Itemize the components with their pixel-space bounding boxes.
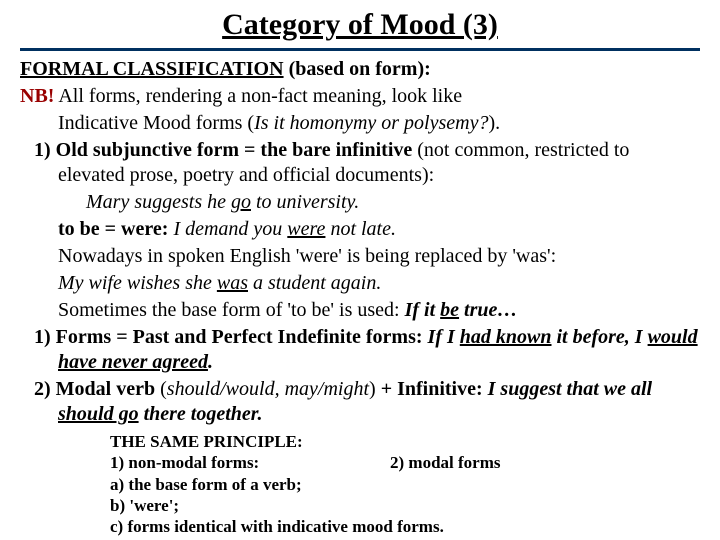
nb-line1: NB! All forms, rendering a non-fact mean… [20, 84, 700, 109]
some-i1: If it [405, 299, 441, 321]
slide-title: Category of Mood (3) [20, 8, 700, 51]
some-u: be [440, 299, 459, 321]
tobe-i2: not late. [325, 218, 396, 240]
nb-text3: ). [488, 112, 500, 134]
p2-i1: If I [428, 326, 460, 348]
ex1-b: to university. [251, 191, 359, 213]
p3-c: should/would, may/might [167, 378, 369, 400]
tobe-line: to be = were: I demand you were not late… [20, 217, 700, 242]
ex1-a: Mary suggests he [86, 191, 231, 213]
p3-i2: there together. [139, 403, 263, 425]
p2-i3: . [208, 351, 213, 373]
nb-text2: Indicative Mood forms ( [58, 112, 254, 134]
tobe-i1: I demand you [173, 218, 287, 240]
slide-body: FORMAL CLASSIFICATION (based on form): N… [20, 57, 700, 537]
p1-num: 1) [34, 139, 56, 161]
ex1-u: go [231, 191, 251, 213]
nb-line2: Indicative Mood forms (Is it homonymy or… [20, 111, 700, 136]
principle-title: THE SAME PRINCIPLE: [110, 431, 700, 452]
point2: 1) Forms = Past and Perfect Indefinite f… [20, 325, 700, 375]
principle-c: c) forms identical with indicative mood … [110, 516, 700, 537]
some-i2: true… [459, 299, 517, 321]
nb-italic: Is it homonymy or polysemy? [254, 112, 488, 134]
point1: 1) Old subjunctive form = the bare infin… [20, 138, 700, 188]
p1-a: Old subjunctive form = the bare infiniti… [56, 139, 413, 161]
p3-b: ( [155, 378, 167, 400]
tobe-a: to be = were: [58, 218, 173, 240]
p2-a: Forms = Past and Perfect Indefinite form… [56, 326, 428, 348]
nb-text1: All forms, rendering a non-fact meaning,… [54, 85, 462, 107]
p3-num: 2) [34, 378, 56, 400]
wife-a: My wife wishes she [58, 272, 217, 294]
sometimes-line: Sometimes the base form of 'to be' is us… [20, 298, 700, 323]
nb-label: NB! [20, 85, 54, 107]
principle-col1: 1) non-modal forms: [110, 452, 390, 473]
principle-a: a) the base form of a verb; [110, 474, 700, 495]
tobe-u: were [287, 218, 325, 240]
wife-line: My wife wishes she was a student again. [20, 271, 700, 296]
p3-u: should go [58, 403, 139, 425]
nowadays-line: Nowadays in spoken English 'were' is bei… [20, 244, 700, 269]
formal-line: FORMAL CLASSIFICATION (based on form): [20, 57, 700, 82]
principle-col2: 2) modal forms [390, 452, 500, 473]
p3-i1: I suggest that we all [483, 378, 652, 400]
wife-u: was [217, 272, 248, 294]
some-a: Sometimes the base form of 'to be' is us… [58, 299, 405, 321]
wife-b: a student again. [248, 272, 381, 294]
p3-d: ) [369, 378, 381, 400]
principle-block: THE SAME PRINCIPLE: 1) non-modal forms: … [20, 431, 700, 537]
p3-e: + Infinitive: [381, 378, 483, 400]
p3-a: Modal verb [56, 378, 155, 400]
p2-u1: had known [460, 326, 552, 348]
point3: 2) Modal verb (should/would, may/might) … [20, 377, 700, 427]
example1: Mary suggests he go to university. [20, 190, 700, 215]
now-a: Nowadays in spoken English 'were' is bei… [58, 245, 556, 267]
formal-label: FORMAL CLASSIFICATION [20, 58, 284, 80]
p2-i2: it before, I [552, 326, 648, 348]
p2-num: 1) [34, 326, 56, 348]
principle-row: 1) non-modal forms: 2) modal forms [110, 452, 700, 473]
principle-b: b) 'were'; [110, 495, 700, 516]
slide: Category of Mood (3) FORMAL CLASSIFICATI… [0, 0, 720, 540]
formal-rest: (based on form): [284, 58, 431, 80]
